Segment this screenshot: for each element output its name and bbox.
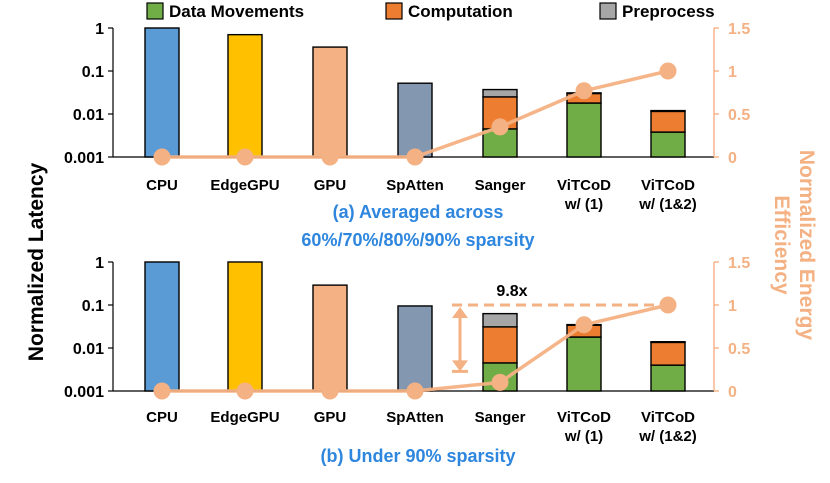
bar [397, 82, 433, 158]
y-tick-label: 0.01 [73, 107, 104, 124]
legend-label-computation: Computation [408, 2, 513, 21]
bar-preprocess [650, 341, 686, 344]
bar [227, 33, 263, 158]
bar-data-movements [566, 102, 602, 158]
category-label: SpAtten [386, 409, 444, 426]
y2-tick-label: 0.5 [728, 107, 750, 124]
category-label: ViTCoD [557, 177, 611, 194]
y-tick-label: 0.001 [64, 384, 104, 401]
y-tick-label: 0.1 [82, 64, 104, 81]
bar [144, 261, 180, 392]
annotation-arrowhead-down [452, 360, 468, 372]
legend-label-data-movements: Data Movements [169, 2, 304, 21]
bar-computation [650, 110, 686, 133]
panel-subtitle: (b) Under 90% sparsity [320, 446, 515, 466]
energy-point [153, 382, 171, 400]
y2-tick-label: 0.5 [728, 341, 750, 358]
legend-swatch-computation [385, 2, 403, 20]
bar [227, 261, 263, 392]
bar [312, 284, 348, 392]
bar [312, 46, 348, 158]
legend-swatch-preprocess [599, 2, 617, 20]
category-label: EdgeGPU [210, 409, 279, 426]
annotation-label: 9.8x [496, 283, 527, 300]
panel-subtitle: (a) Averaged across [333, 202, 504, 222]
y2-tick-label: 0 [728, 384, 737, 401]
energy-point [406, 148, 424, 166]
bar-computation [650, 341, 686, 366]
energy-point [491, 118, 509, 136]
y2-tick-label: 1.5 [728, 255, 750, 272]
energy-point [153, 148, 171, 166]
category-label: GPU [314, 409, 347, 426]
category-label: w/ (1&2) [638, 428, 697, 445]
bar-preprocess [482, 88, 518, 98]
energy-point [491, 373, 509, 391]
energy-point [406, 382, 424, 400]
y-tick-label: 1 [95, 255, 104, 272]
bar [144, 27, 180, 158]
y-tick-label: 0.001 [64, 150, 104, 167]
y2-tick-label: 0 [728, 150, 737, 167]
category-label: w/ (1) [564, 196, 603, 213]
energy-point [659, 296, 677, 314]
bar-preprocess [482, 312, 518, 328]
bar-data-movements [650, 131, 686, 158]
y2-tick-label: 1 [728, 64, 737, 81]
category-label: Sanger [475, 409, 526, 426]
energy-point [321, 382, 339, 400]
annotation-arrowhead-up [452, 307, 468, 318]
y-tick-label: 0.01 [73, 341, 104, 358]
category-label: ViTCoD [641, 409, 695, 426]
category-label: ViTCoD [641, 177, 695, 194]
y-axis-label: Normalized Latency [25, 162, 48, 361]
legend-swatch-data-movements [146, 2, 164, 20]
panel-b: 1 0.1 0.01 0.001 1.5 1 0.5 0 CPU EdgeGPU GPU SpAtte… [64, 255, 750, 466]
category-label: ViTCoD [557, 409, 611, 426]
panel-subtitle: 60%/70%/80%/90% sparsity [301, 230, 534, 250]
energy-point [236, 382, 254, 400]
category-label: EdgeGPU [210, 177, 279, 194]
y2-tick-label: 1.5 [728, 21, 750, 38]
category-label: Sanger [475, 177, 526, 194]
energy-point [575, 316, 593, 334]
bar [397, 305, 433, 392]
right-axis-label-line: Efficiency [770, 195, 793, 295]
bar-data-movements [650, 364, 686, 392]
y-tick-label: 1 [95, 21, 104, 38]
legend: Data Movements Computation Preprocess [146, 2, 715, 21]
right-axis-label-line: Normalized Energy [795, 150, 818, 341]
energy-point [575, 82, 593, 100]
energy-point [659, 62, 677, 80]
bar-data-movements [566, 336, 602, 392]
energy-point [321, 148, 339, 166]
category-label: w/ (1&2) [638, 196, 697, 213]
category-label: CPU [146, 409, 178, 426]
category-label: w/ (1) [564, 428, 603, 445]
category-label: CPU [146, 177, 178, 194]
y2-tick-label: 1 [728, 298, 737, 315]
legend-label-preprocess: Preprocess [622, 2, 715, 21]
y-tick-label: 0.1 [82, 298, 104, 315]
energy-point [236, 148, 254, 166]
bar-preprocess [650, 109, 686, 113]
panel-a: 1 0.1 0.01 0.001 1.5 1 0.5 0 CPU EdgeGPU GPU SpAtte… [64, 21, 750, 250]
bar-computation [482, 326, 518, 364]
category-label: SpAtten [386, 177, 444, 194]
category-label: GPU [314, 177, 347, 194]
